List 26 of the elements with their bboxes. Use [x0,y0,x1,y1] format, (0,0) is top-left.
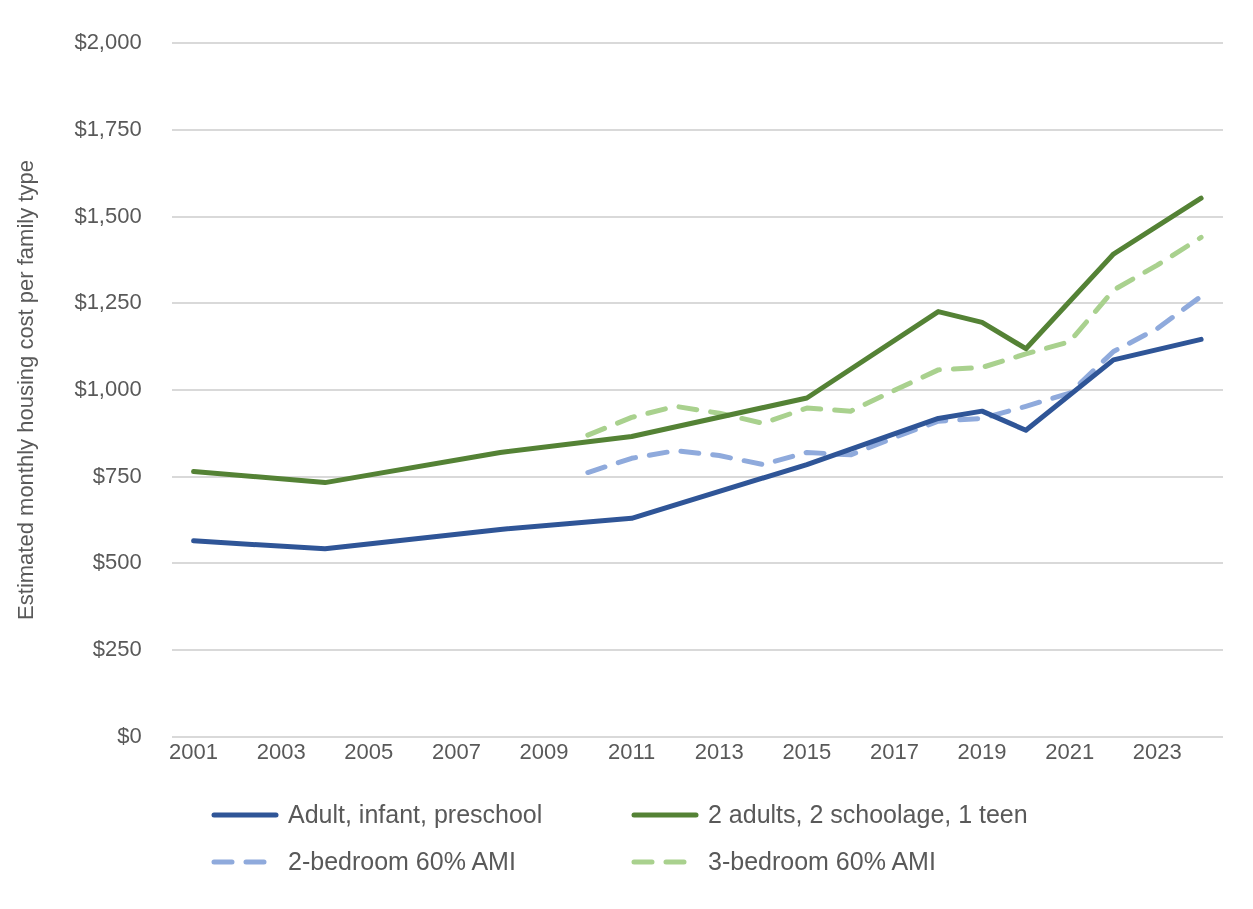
x-tick-label: 2023 [1132,739,1182,765]
x-tick-label: 2009 [519,739,569,765]
legend-label: 2-bedroom 60% AMI [288,847,516,876]
y-tick-label: $500 [92,549,142,575]
legend-label: Adult, infant, preschool [288,800,543,829]
legend-label: 2 adults, 2 schoolage, 1 teen [708,800,1028,829]
x-tick-label: 2021 [1045,739,1095,765]
legend-label: 3-bedroom 60% AMI [708,847,936,876]
y-tick-label: $0 [117,722,142,748]
y-tick-label: $1,250 [74,289,142,315]
y-tick-label: $1,750 [74,115,142,141]
x-tick-label: 2005 [344,739,394,765]
x-tick-label: 2007 [431,739,481,765]
y-tick-label: $2,000 [74,29,142,55]
x-tick-label: 2019 [957,739,1007,765]
x-tick-label: 2015 [782,739,832,765]
x-tick-label: 2017 [869,739,919,765]
x-tick-label: 2003 [256,739,306,765]
y-tick-label: $1,000 [74,376,142,402]
x-tick-label: 2001 [169,739,219,765]
x-tick-label: 2013 [694,739,744,765]
y-tick-label: $1,500 [74,202,142,228]
y-tick-label: $250 [92,636,142,662]
x-tick-label: 2011 [607,739,656,765]
y-axis-title: Estimated monthly housing cost per family type [13,160,39,620]
y-tick-label: $750 [92,462,142,488]
